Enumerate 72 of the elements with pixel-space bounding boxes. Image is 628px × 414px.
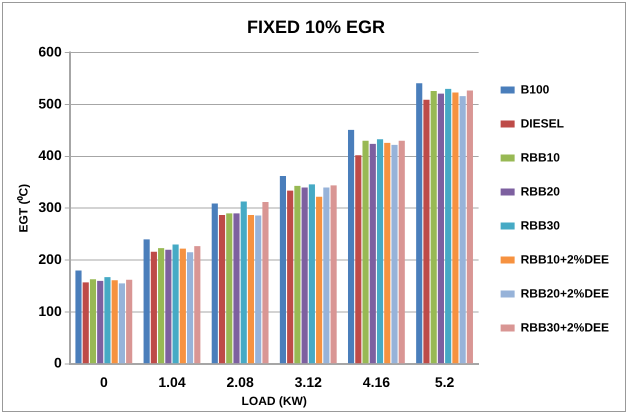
x-tick-label: 1.04 bbox=[158, 374, 186, 390]
legend-label: B100 bbox=[520, 82, 550, 96]
y-tick-label: 300 bbox=[38, 199, 62, 216]
x-tick-label: 3.12 bbox=[294, 374, 322, 390]
bar bbox=[308, 184, 315, 364]
bar bbox=[90, 279, 96, 364]
bar bbox=[104, 277, 111, 364]
legend-label: RBB20 bbox=[520, 184, 560, 198]
bar bbox=[194, 246, 200, 364]
bar bbox=[226, 213, 232, 364]
legend-label: RBB30+2%DEE bbox=[520, 320, 610, 334]
x-tick-label: 0 bbox=[100, 374, 108, 390]
bar bbox=[158, 248, 164, 364]
legend-label: RBB30 bbox=[520, 218, 560, 232]
chart-title: FIXED 10% EGR bbox=[246, 16, 386, 37]
bar bbox=[262, 202, 269, 364]
bar bbox=[248, 214, 254, 364]
bar bbox=[362, 140, 369, 364]
x-tick-label: 4.16 bbox=[362, 374, 390, 390]
bar bbox=[323, 187, 330, 364]
legend-label: DIESEL bbox=[520, 116, 564, 130]
y-tick-label: 600 bbox=[38, 43, 62, 60]
x-tick-label: 2.08 bbox=[226, 374, 254, 390]
bar bbox=[466, 90, 473, 364]
bar bbox=[416, 83, 422, 364]
bar bbox=[187, 252, 194, 364]
y-tick-label: 500 bbox=[38, 95, 62, 112]
y-tick-label: 100 bbox=[38, 302, 62, 319]
bar bbox=[233, 213, 240, 364]
bar bbox=[97, 280, 104, 364]
y-axis-title: EGT (⁰C) bbox=[16, 184, 31, 233]
legend-label: RBB20+2%DEE bbox=[520, 286, 610, 300]
bar bbox=[430, 90, 437, 364]
bar bbox=[438, 94, 444, 364]
bar bbox=[287, 190, 294, 364]
bar bbox=[165, 250, 172, 364]
bar bbox=[82, 282, 89, 364]
bar bbox=[75, 270, 82, 364]
bar bbox=[423, 100, 430, 364]
bar bbox=[452, 92, 458, 364]
bar bbox=[240, 201, 247, 364]
bar bbox=[460, 96, 466, 364]
x-axis-title: LOAD (KW) bbox=[242, 394, 307, 408]
bar bbox=[355, 155, 362, 364]
bar bbox=[316, 196, 322, 364]
bar bbox=[384, 142, 390, 364]
bar bbox=[376, 139, 384, 364]
x-tick-label: 5.2 bbox=[434, 374, 454, 390]
bar bbox=[118, 283, 126, 364]
bar bbox=[212, 204, 218, 364]
y-tick-label: 400 bbox=[38, 147, 62, 164]
bar bbox=[126, 280, 132, 364]
bar bbox=[294, 186, 300, 364]
bar bbox=[445, 88, 452, 364]
y-tick-label: 200 bbox=[38, 250, 62, 267]
bar bbox=[180, 248, 186, 364]
bar bbox=[150, 252, 157, 364]
legend-label: RBB10 bbox=[520, 150, 560, 164]
bar bbox=[370, 144, 376, 364]
bar bbox=[218, 214, 226, 364]
bar bbox=[330, 185, 337, 364]
bar bbox=[144, 239, 150, 364]
bar bbox=[112, 280, 118, 364]
bar bbox=[398, 140, 405, 364]
bar bbox=[348, 130, 354, 364]
legend-label: RBB10+2%DEE bbox=[520, 252, 610, 266]
bar bbox=[172, 244, 179, 364]
y-tick-label: 0 bbox=[54, 354, 62, 371]
bar bbox=[255, 215, 262, 364]
bar bbox=[391, 144, 398, 364]
bar bbox=[280, 176, 286, 364]
bar bbox=[302, 187, 308, 364]
